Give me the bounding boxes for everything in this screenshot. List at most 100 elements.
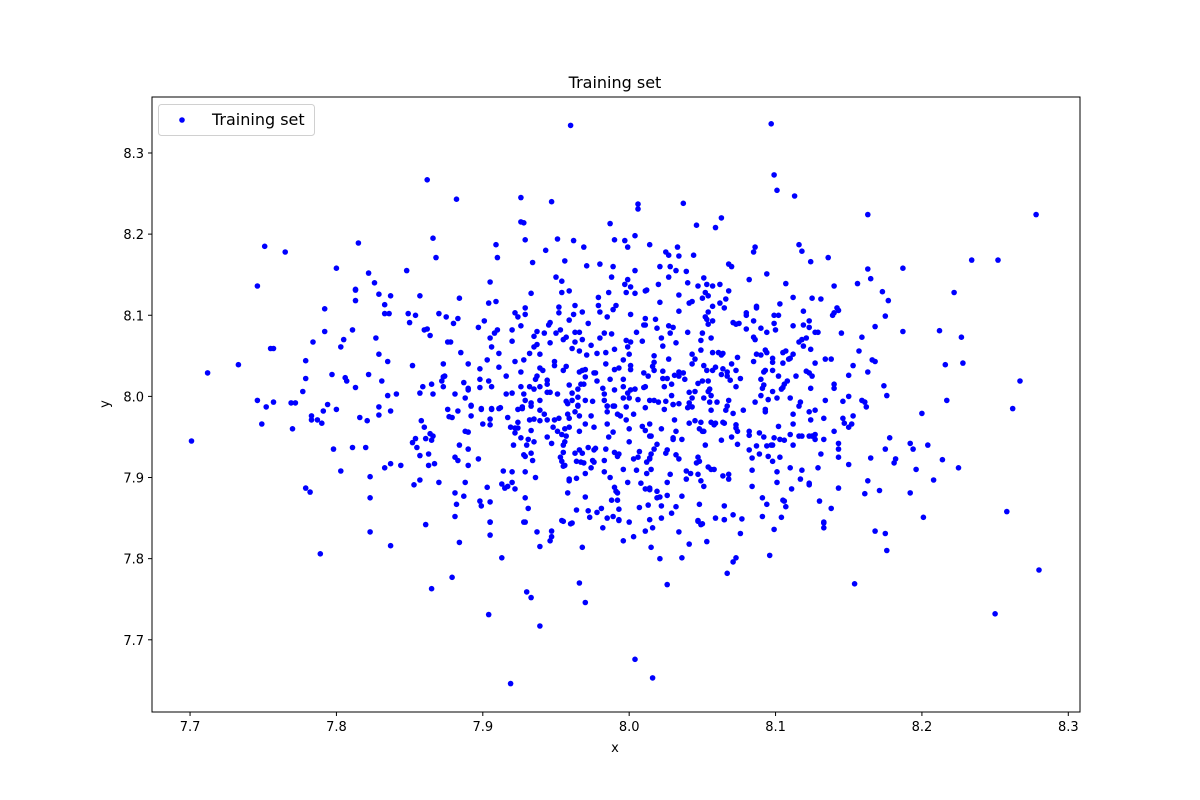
data-point — [796, 241, 802, 248]
data-point — [718, 371, 725, 378]
data-point — [365, 270, 372, 276]
data-point — [456, 539, 463, 546]
data-point — [465, 462, 472, 469]
data-point — [657, 263, 663, 270]
data-point — [821, 519, 827, 525]
data-point — [512, 486, 518, 492]
data-point — [487, 519, 493, 525]
data-point — [393, 391, 400, 397]
data-point — [582, 374, 589, 380]
data-point — [828, 356, 834, 362]
data-point — [620, 466, 627, 473]
data-point — [522, 397, 528, 404]
data-point — [692, 388, 698, 395]
data-point — [509, 338, 515, 345]
data-point — [642, 528, 649, 534]
data-point — [544, 434, 550, 440]
data-point — [586, 514, 593, 521]
data-point — [465, 429, 472, 435]
data-point — [562, 426, 568, 432]
data-point — [646, 397, 653, 404]
data-point — [674, 244, 681, 250]
data-point — [529, 259, 536, 266]
data-point — [302, 357, 309, 364]
data-point — [683, 268, 690, 275]
data-point — [790, 421, 796, 427]
data-point — [769, 458, 776, 465]
data-point — [764, 329, 770, 336]
data-point — [705, 293, 711, 299]
data-point — [481, 318, 488, 324]
data-point — [746, 432, 752, 439]
data-point — [686, 541, 692, 547]
data-point — [958, 334, 965, 341]
data-point — [371, 280, 378, 286]
data-point — [560, 449, 567, 456]
data-point — [453, 501, 460, 508]
data-point — [649, 525, 656, 531]
data-point — [725, 288, 732, 294]
data-point — [521, 357, 527, 363]
data-point — [379, 378, 385, 384]
data-point — [576, 348, 583, 354]
data-point — [537, 543, 543, 550]
data-point — [611, 366, 618, 373]
data-point — [523, 442, 530, 448]
data-point — [288, 400, 294, 406]
data-point — [497, 404, 504, 411]
data-point — [692, 356, 698, 362]
data-point — [778, 386, 785, 392]
data-point — [907, 490, 913, 496]
data-point — [528, 403, 534, 409]
data-point — [624, 276, 631, 283]
data-point — [686, 400, 692, 406]
data-point — [717, 281, 723, 288]
data-point — [652, 316, 659, 323]
x-axis-ticks: 7.7 7.8 7.9 8.0 8.1 8.2 8.3 — [180, 712, 1079, 735]
data-point — [188, 438, 195, 444]
data-point — [968, 257, 975, 263]
data-point — [825, 254, 831, 261]
data-point — [542, 247, 549, 254]
data-point — [611, 387, 618, 393]
data-point — [582, 599, 589, 606]
data-point — [790, 411, 796, 418]
data-point — [642, 486, 649, 492]
data-point — [660, 375, 666, 382]
data-point — [646, 241, 653, 248]
data-point — [349, 444, 356, 451]
data-point — [365, 371, 372, 378]
data-point — [818, 451, 824, 457]
data-point — [601, 469, 608, 475]
data-point — [522, 305, 528, 311]
data-point — [575, 394, 581, 401]
data-point — [643, 470, 650, 477]
data-point — [690, 252, 697, 258]
data-point — [790, 323, 796, 329]
data-point — [641, 370, 647, 376]
data-point — [515, 406, 521, 413]
data-point — [671, 372, 678, 379]
legend-box — [158, 104, 315, 136]
data-point — [727, 377, 733, 384]
data-point — [658, 426, 665, 432]
data-point — [572, 329, 578, 336]
data-point — [730, 512, 736, 518]
data-point — [780, 360, 786, 366]
data-point — [563, 334, 569, 341]
data-point — [414, 444, 420, 451]
data-point — [856, 348, 862, 354]
data-point — [425, 451, 432, 457]
data-point — [708, 407, 714, 414]
data-point — [787, 355, 793, 362]
data-point — [573, 458, 580, 465]
data-point — [626, 519, 632, 525]
data-point — [730, 559, 736, 565]
data-point — [673, 340, 679, 346]
data-point — [701, 483, 707, 490]
data-point — [588, 413, 594, 419]
data-point — [357, 414, 363, 421]
data-point — [616, 365, 622, 371]
data-point — [733, 555, 739, 561]
